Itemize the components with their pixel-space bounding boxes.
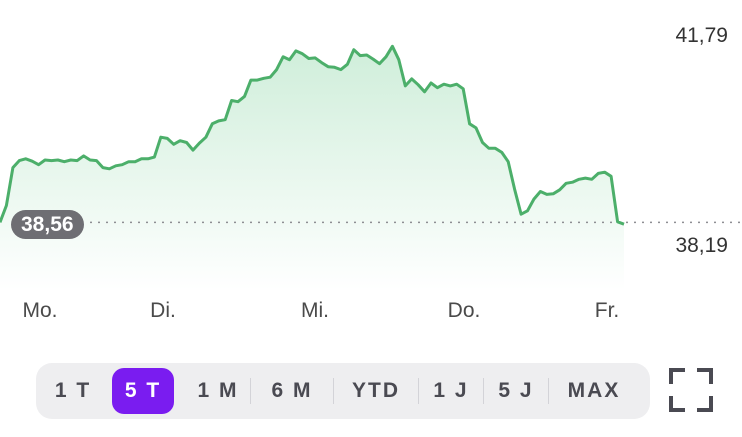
tab-divider xyxy=(333,378,334,404)
range-tab-max[interactable]: MAX xyxy=(567,379,621,402)
price-area xyxy=(0,46,624,290)
range-tab-5t[interactable]: 5 T xyxy=(112,368,174,414)
y-axis-max-label: 41,79 xyxy=(675,24,728,47)
range-tab-1t[interactable]: 1 T xyxy=(54,379,92,402)
range-tab-5j[interactable]: 5 J xyxy=(498,379,534,402)
x-axis-label: Mo. xyxy=(22,299,58,322)
time-range-selector: 1 T 5 T 1 M 6 M YTD 1 J 5 J MAX xyxy=(36,363,650,419)
tab-divider xyxy=(548,378,549,404)
range-tab-1j[interactable]: 1 J xyxy=(433,379,469,402)
price-line xyxy=(0,44,625,226)
x-axis-label: Mi. xyxy=(301,299,329,322)
range-tab-6m[interactable]: 6 M xyxy=(271,379,313,402)
x-axis-label: Di. xyxy=(150,299,176,322)
range-tab-ytd[interactable]: YTD xyxy=(352,379,400,402)
range-tab-1m[interactable]: 1 M xyxy=(197,379,239,402)
tab-divider xyxy=(250,378,251,404)
tab-divider xyxy=(418,378,419,404)
price-chart[interactable] xyxy=(0,0,742,290)
expand-icon[interactable] xyxy=(668,367,714,413)
x-axis-label: Fr. xyxy=(594,299,620,322)
tab-divider xyxy=(483,378,484,404)
reference-value-badge: 38,56 xyxy=(11,210,84,239)
y-axis-min-label: 38,19 xyxy=(675,234,728,257)
x-axis-label: Do. xyxy=(447,299,481,322)
